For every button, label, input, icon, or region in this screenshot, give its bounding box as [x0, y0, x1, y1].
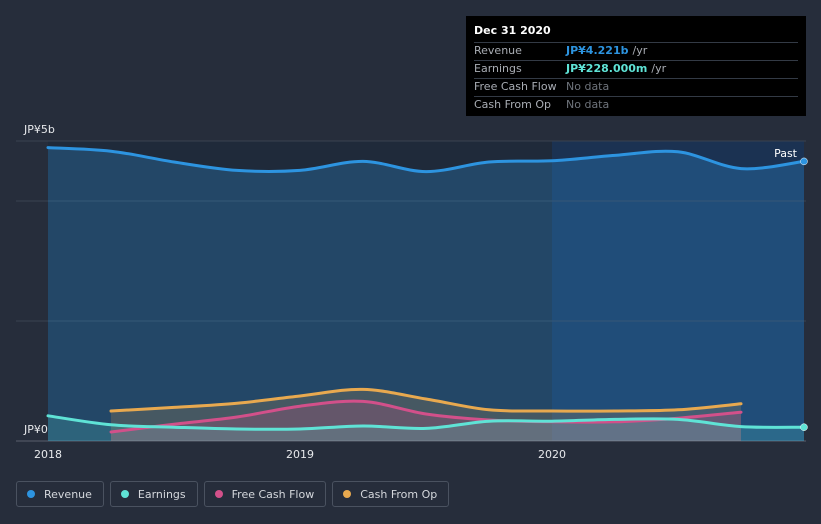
legend-label: Revenue: [44, 487, 92, 501]
legend-item-earnings[interactable]: Earnings: [109, 481, 198, 507]
revenue-area: [48, 147, 804, 441]
tooltip-unit: /yr: [632, 44, 648, 57]
legend-item-cash-from-op[interactable]: Cash From Op: [332, 481, 450, 507]
revenue-dot-icon: [27, 490, 35, 498]
legend: Revenue Earnings Free Cash Flow Cash Fro…: [16, 481, 450, 507]
revenue-end-marker: [800, 157, 808, 166]
legend-label: Cash From Op: [360, 487, 438, 501]
tooltip-unit: /yr: [651, 62, 667, 75]
y-tick-label: JP¥0: [23, 423, 48, 436]
tooltip-value: JP¥4.221b: [566, 44, 629, 57]
tooltip-row-earnings: Earnings JP¥228.000m /yr: [474, 60, 798, 78]
free-cash-flow-line: [109, 399, 743, 434]
earnings-line: [46, 414, 806, 431]
tooltip-label: Free Cash Flow: [474, 80, 557, 93]
tooltip-label: Cash From Op: [474, 98, 552, 111]
cash-from-op-line: [109, 387, 743, 413]
tooltip-label: Earnings: [474, 62, 522, 75]
earnings-dot-icon: [120, 490, 129, 498]
legend-label: Earnings: [137, 487, 186, 501]
legend-item-free-cash-flow[interactable]: Free Cash Flow: [203, 481, 327, 507]
free-cash-flow-area: [111, 401, 741, 441]
tooltip-date: Dec 31 2020: [474, 24, 551, 37]
legend-label: Free Cash Flow: [231, 487, 315, 501]
tooltip: Dec 31 2020 Revenue JP¥4.221b /yr Earnin…: [466, 16, 806, 116]
tooltip-value: No data: [566, 98, 610, 111]
tooltip-row-revenue: Revenue JP¥4.221b /yr: [474, 42, 798, 60]
legend-item-revenue[interactable]: Revenue: [16, 481, 104, 507]
revenue-line: [46, 146, 806, 174]
tooltip-value: JP¥228.000m: [566, 62, 648, 75]
tooltip-row-cash-from-op: Cash From Op No data: [474, 96, 798, 114]
tooltip-label: Revenue: [474, 44, 522, 57]
x-tick-label: 2019: [286, 448, 314, 461]
y-tick-label: JP¥5b: [23, 123, 55, 136]
tooltip-value: No data: [566, 80, 610, 93]
x-tick-label: 2018: [34, 448, 62, 461]
highlight-region: [552, 141, 804, 441]
cash-from-op-dot-icon: [343, 490, 352, 498]
tooltip-row-free-cash-flow: Free Cash Flow No data: [474, 78, 798, 96]
free-cash-flow-dot-icon: [214, 490, 223, 498]
past-label: Past: [774, 147, 798, 160]
x-tick-label: 2020: [538, 448, 566, 461]
earnings-end-marker: [800, 423, 808, 431]
